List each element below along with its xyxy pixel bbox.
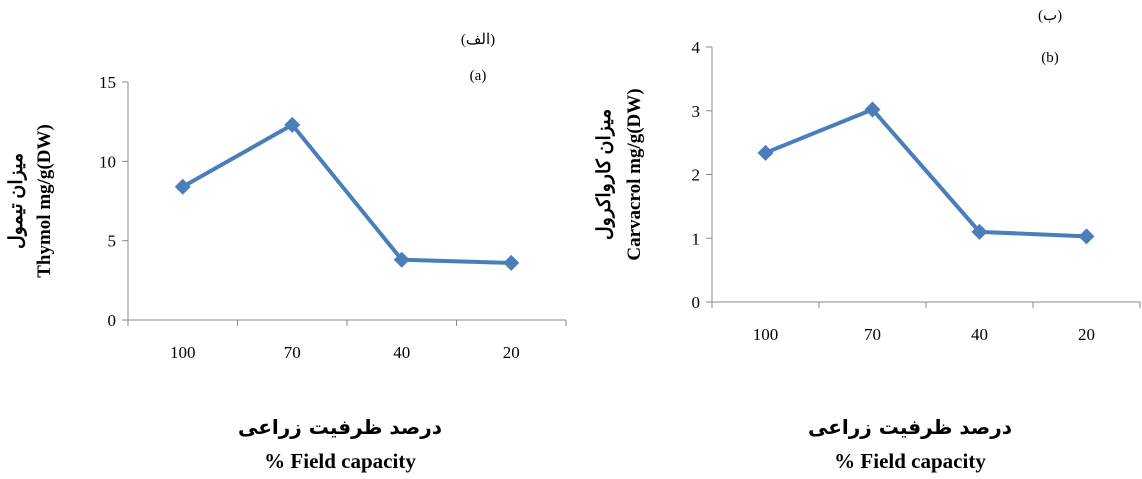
x-axis-title-fa: درصد ظرفیت زراعی <box>237 415 443 439</box>
y-tick-label: 3 <box>692 102 701 121</box>
data-point-marker <box>864 101 881 118</box>
x-tick-label: 20 <box>1078 325 1095 344</box>
data-point-marker <box>971 223 988 240</box>
x-axis-title-en: % Field capacity <box>834 449 986 473</box>
y-tick-label: 10 <box>99 152 116 171</box>
data-point-marker <box>757 144 774 161</box>
x-axis-title: درصد ظرفیت زراعی % Field capacity <box>130 410 550 478</box>
series-line <box>764 107 1087 239</box>
x-axis-title-fa: درصد ظرفیت زراعی <box>807 415 1013 439</box>
chart-panel-carvacrol: 0 1 2 3 4 100 70 40 20 (ب) (b) میزان کارواکرول Carva… <box>580 0 1142 479</box>
series-line <box>181 122 512 265</box>
y-tick-label: 4 <box>692 38 701 57</box>
data-point-marker <box>393 251 410 268</box>
panel-label-en: (b) <box>1041 50 1059 66</box>
x-tick-label: 40 <box>393 343 410 362</box>
y-tick-label: 15 <box>99 73 116 92</box>
thymol-chart-svg: 0 5 10 15 100 70 40 20 (الف) (a) میزان تیمول Thymol… <box>6 32 567 362</box>
y-axis-title-fa: میزان تیمول <box>6 153 27 249</box>
y-axis-title-en: Carvacrol mg/g(DW) <box>624 88 645 260</box>
panel-label-fa: (الف) <box>461 32 495 48</box>
data-point-marker <box>284 116 301 133</box>
y-tick-label: 0 <box>108 311 117 330</box>
y-axis-title-fa: میزان کارواکرول <box>594 109 615 240</box>
y-tick-label: 1 <box>692 229 701 248</box>
y-tick-label: 5 <box>108 232 117 251</box>
data-point-marker <box>1078 228 1095 245</box>
x-tick-label: 20 <box>503 343 520 362</box>
panel-label-fa: (ب) <box>1038 8 1062 24</box>
x-tick-label: 100 <box>170 343 196 362</box>
x-tick-label: 70 <box>284 343 301 362</box>
x-tick-label: 70 <box>864 325 881 344</box>
carvacrol-chart-svg: 0 1 2 3 4 100 70 40 20 (ب) (b) میزان کارواکرول Carva… <box>594 8 1141 344</box>
y-tick-label: 2 <box>692 166 701 185</box>
x-tick-label: 100 <box>753 325 779 344</box>
data-point-marker <box>174 178 191 195</box>
x-axis-title: درصد ظرفیت زراعی % Field capacity <box>700 410 1120 478</box>
y-axis-title-en: Thymol mg/g(DW) <box>34 124 55 278</box>
panel-label-en: (a) <box>470 68 487 84</box>
chart-panel-thymol: 0 5 10 15 100 70 40 20 (الف) (a) میزان تیمول Thymol… <box>0 0 567 479</box>
x-tick-label: 40 <box>971 325 988 344</box>
data-point-marker <box>503 254 520 271</box>
x-axis-title-en: % Field capacity <box>264 449 416 473</box>
y-tick-label: 0 <box>692 293 701 312</box>
